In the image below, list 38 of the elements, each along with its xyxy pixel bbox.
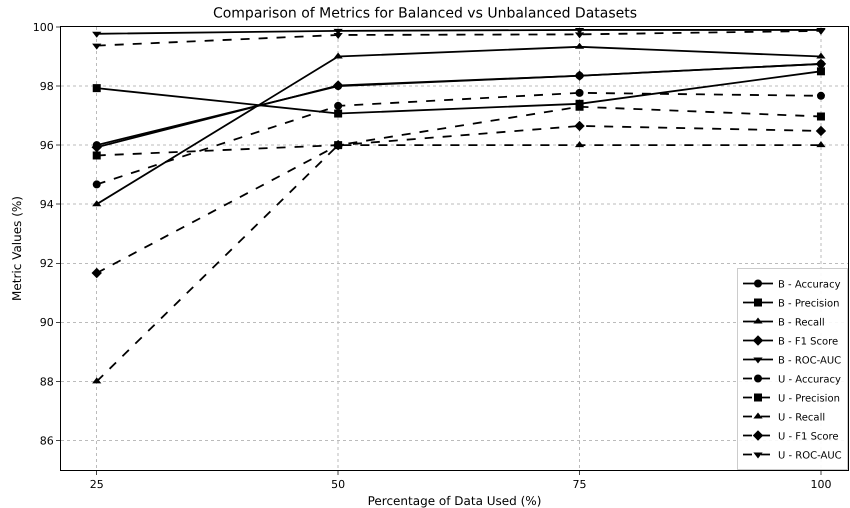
legend-label: U - Precision (778, 393, 840, 404)
legend-label: B - Accuracy (778, 279, 841, 290)
legend-label: U - Accuracy (778, 374, 842, 386)
legend-label: B - Precision (778, 298, 840, 310)
y-tick-label: 94 (40, 198, 54, 212)
y-tick-label: 88 (40, 375, 54, 388)
point (334, 110, 342, 118)
y-tick-label: 100 (32, 20, 54, 34)
chart-title: Comparison of Metrics for Balanced vs Unbalanced Datasets (212, 5, 638, 22)
point (576, 102, 584, 111)
point (92, 268, 102, 278)
point (92, 84, 101, 92)
point (816, 92, 825, 100)
x-tick-label: 50 (331, 478, 346, 492)
x-tick-label: 25 (90, 478, 104, 492)
legend-label: U - F1 Score (778, 431, 839, 442)
y-tick-label: 96 (40, 138, 54, 152)
legend-label: U - ROC-AUC (778, 450, 842, 462)
point (816, 112, 825, 120)
y-tick-label: 92 (40, 257, 54, 270)
legend-label: B - F1 Score (778, 336, 838, 348)
x-tick-label: 100 (810, 478, 832, 492)
point (576, 88, 584, 97)
y-tick-label: 86 (40, 434, 54, 448)
point (334, 102, 342, 110)
y-axis-title: Metric Values (%) (10, 196, 24, 301)
point (574, 120, 585, 132)
point (92, 151, 101, 160)
legend-label: U - Recall (778, 412, 826, 424)
legend-label: B - Recall (778, 317, 825, 328)
x-tick-label: 75 (572, 478, 587, 492)
point (92, 180, 101, 188)
y-tick-label: 98 (40, 80, 54, 93)
y-tick-label: 90 (40, 316, 54, 330)
legend-label: B - ROC-AUC (778, 355, 842, 366)
point (816, 126, 826, 136)
point (816, 67, 825, 76)
x-axis-title: Percentage of Data Used (%) (368, 494, 542, 508)
